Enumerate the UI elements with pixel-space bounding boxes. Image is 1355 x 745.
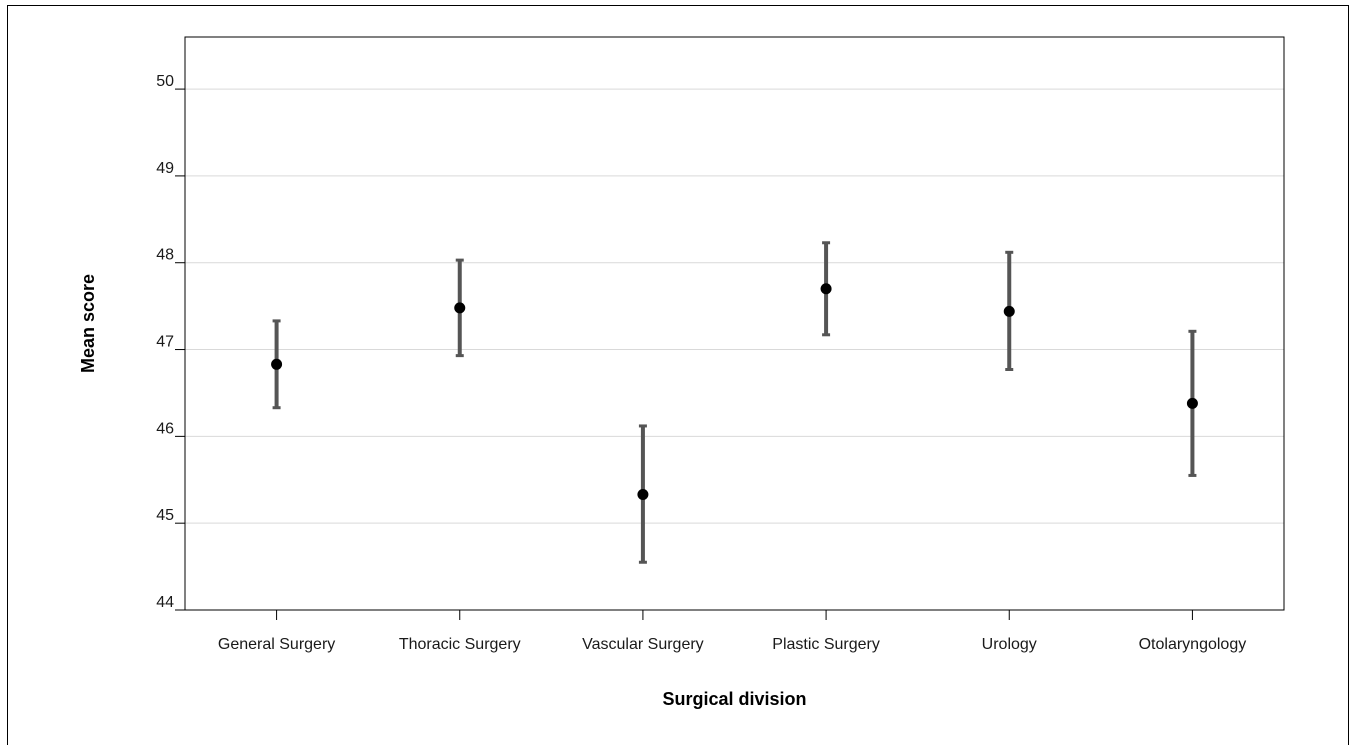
mean-points [271,283,1198,501]
mean-point [454,302,466,314]
mean-point [637,489,649,501]
y-tick-label: 50 [156,73,174,90]
chart-frame [7,5,1349,745]
mean-point [1003,305,1015,317]
mean-point [820,283,832,295]
x-tick-label: Thoracic Surgery [399,636,521,653]
x-tick-label: Urology [982,636,1037,653]
plot-area [184,36,1285,611]
y-tick-label: 47 [156,334,174,351]
error-bars [272,241,1197,564]
y-axis-title: Mean score [78,274,98,373]
y-tick-label: 46 [156,420,174,437]
y-tick-label: 49 [156,160,174,177]
gridlines [185,88,1284,524]
mean-point [271,358,283,370]
y-tick-label: 48 [156,247,174,264]
x-tick-label: Otolaryngology [1139,636,1247,653]
y-axis-ticks: 44 45 46 47 48 49 50 [156,73,185,611]
y-tick-label: 45 [156,507,174,524]
y-tick-label: 44 [156,594,174,611]
x-axis-ticks: General Surgery Thoracic Surgery Vascular … [218,610,1246,653]
x-tick-label: General Surgery [218,636,335,653]
x-tick-label: Plastic Surgery [772,636,880,653]
x-axis-title: Surgical division [662,689,806,709]
x-tick-label: Vascular Surgery [582,636,704,653]
mean-point [1186,397,1198,409]
